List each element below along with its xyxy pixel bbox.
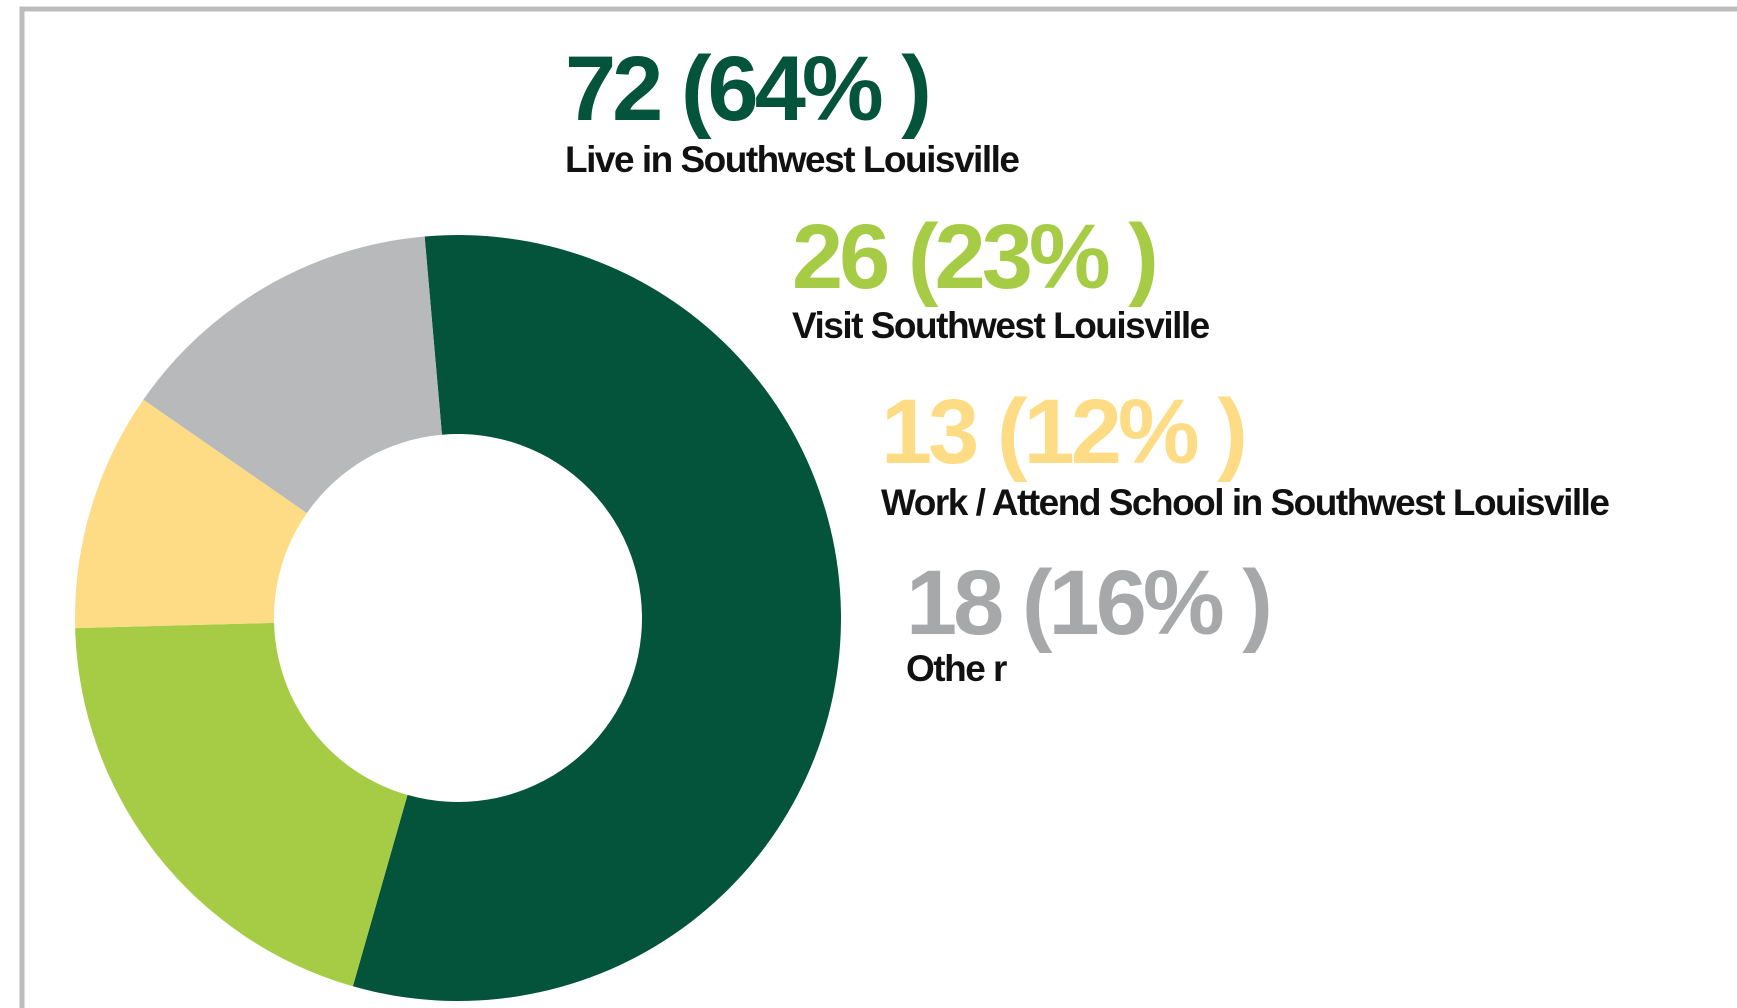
donut-slice <box>352 234 842 1001</box>
category-label: Visit Southwest Louisville <box>792 305 1210 346</box>
category-label: Othe r <box>906 648 1007 689</box>
frame <box>19 6 1737 1008</box>
value-label: 18 (16% ) <box>906 552 1269 654</box>
donut-slice <box>75 399 307 629</box>
donut-slice <box>75 622 408 987</box>
value-label: 13 (12% ) <box>881 381 1244 483</box>
value-label: 26 (23% ) <box>792 206 1155 308</box>
donut-slice <box>143 236 442 514</box>
category-label: Live in Southwest Louisville <box>565 139 1019 180</box>
category-label: Work / Attend School in Southwest Louisv… <box>881 482 1609 523</box>
value-label: 72 (64% ) <box>565 38 928 140</box>
